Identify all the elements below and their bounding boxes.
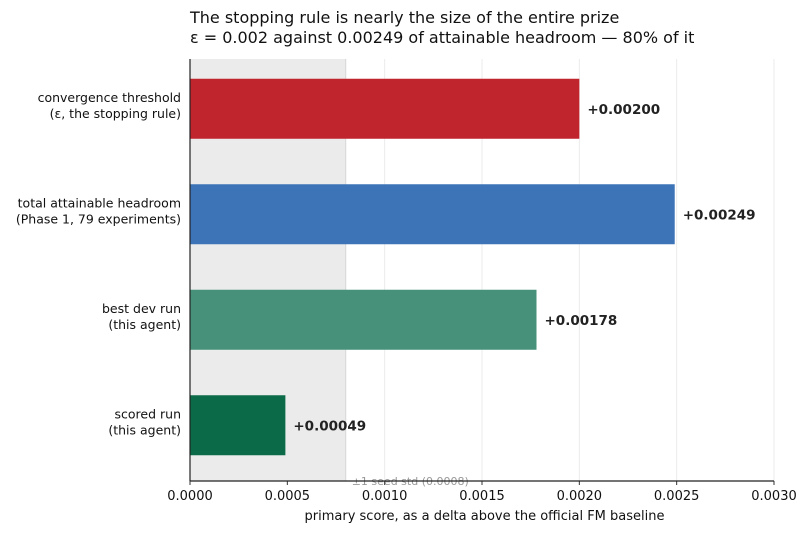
- x-tick-label: 0.0000: [167, 489, 213, 504]
- category-label: best dev run: [102, 301, 181, 316]
- axis-layer: 0.0000 0.0005 0.0010 0.0015 0.0020 0.0025 0.00…: [16, 59, 797, 504]
- bar: [190, 289, 537, 350]
- x-tick-label: 0.0015: [459, 489, 505, 504]
- bar-value-label: +0.00178: [545, 313, 618, 329]
- bar-value-label: +0.00249: [683, 207, 756, 223]
- category-label: scored run: [115, 406, 181, 421]
- bar-value-label: +0.00049: [293, 418, 366, 434]
- chart-subtitle: ε = 0.002 against 0.00249 of attainable …: [190, 28, 694, 47]
- x-tick-label: 0.0005: [265, 489, 311, 504]
- x-tick-label: 0.0020: [557, 489, 603, 504]
- x-axis-label: primary score, as a delta above the offi…: [305, 509, 665, 524]
- chart-title: The stopping rule is nearly the size of …: [189, 8, 619, 27]
- category-label: (this agent): [108, 422, 181, 437]
- category-label: convergence threshold: [38, 90, 181, 105]
- category-label: (Phase 1, 79 experiments): [16, 211, 181, 226]
- bar-value-label: +0.00200: [587, 102, 660, 118]
- bar: [190, 395, 286, 456]
- x-tick-label: 0.0010: [362, 489, 408, 504]
- x-tick-label: 0.0030: [751, 489, 797, 504]
- bar: [190, 184, 675, 245]
- bar: [190, 78, 580, 139]
- category-label: (this agent): [108, 317, 181, 332]
- category-label: total attainable headroom: [18, 195, 181, 210]
- x-tick-label: 0.0025: [654, 489, 700, 504]
- bar-layer: +0.00200 +0.00249 +0.00178 +0.00049: [190, 78, 756, 456]
- category-label: (ε, the stopping rule): [50, 106, 181, 121]
